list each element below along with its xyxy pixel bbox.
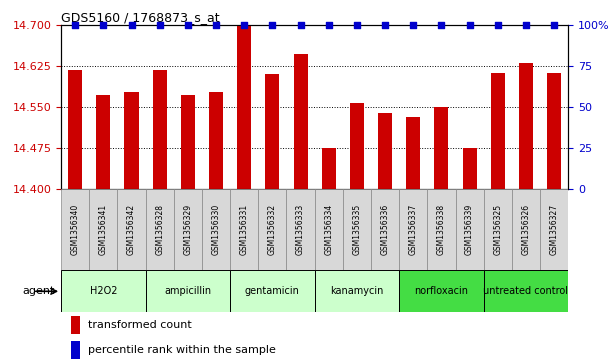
Bar [237, 25, 251, 189]
Bar [463, 148, 477, 189]
Point [436, 23, 446, 28]
Bar [315, 189, 343, 270]
Text: norfloxacin: norfloxacin [414, 286, 469, 296]
Text: GSM1356329: GSM1356329 [183, 204, 192, 255]
Bar [491, 73, 505, 189]
Point [98, 23, 108, 28]
Bar [71, 341, 81, 359]
Bar [350, 103, 364, 189]
Bar [230, 270, 315, 312]
Text: kanamycin: kanamycin [330, 286, 384, 296]
Point [211, 23, 221, 28]
Bar [97, 94, 111, 189]
Text: gentamicin: gentamicin [245, 286, 300, 296]
Text: GSM1356327: GSM1356327 [550, 204, 558, 255]
Text: GSM1356341: GSM1356341 [99, 204, 108, 255]
Text: GSM1356334: GSM1356334 [324, 204, 333, 255]
Point [408, 23, 418, 28]
Text: agent: agent [23, 286, 55, 296]
Bar [89, 189, 117, 270]
Bar [68, 69, 82, 189]
Bar [181, 94, 195, 189]
Bar [434, 107, 448, 189]
Bar [315, 270, 399, 312]
Text: GSM1356338: GSM1356338 [437, 204, 446, 255]
Text: GSM1356336: GSM1356336 [381, 204, 390, 255]
Text: GSM1356326: GSM1356326 [521, 204, 530, 255]
Bar [406, 117, 420, 189]
Text: H2O2: H2O2 [90, 286, 117, 296]
Bar [287, 189, 315, 270]
Point [380, 23, 390, 28]
Point [352, 23, 362, 28]
Bar [202, 189, 230, 270]
Text: transformed count: transformed count [88, 320, 192, 330]
Point [70, 23, 80, 28]
Text: GSM1356335: GSM1356335 [353, 204, 362, 255]
Bar [265, 74, 279, 189]
Bar [230, 189, 258, 270]
Point [268, 23, 277, 28]
Point [183, 23, 193, 28]
Text: ampicillin: ampicillin [164, 286, 211, 296]
Text: GSM1356340: GSM1356340 [71, 204, 79, 255]
Text: GSM1356339: GSM1356339 [465, 204, 474, 255]
Bar [71, 316, 81, 334]
Bar [61, 270, 145, 312]
Bar [293, 54, 307, 189]
Point [155, 23, 164, 28]
Point [126, 23, 136, 28]
Bar [117, 189, 145, 270]
Bar [145, 270, 230, 312]
Bar [153, 69, 167, 189]
Bar [540, 189, 568, 270]
Bar [547, 73, 561, 189]
Bar [258, 189, 287, 270]
Text: GSM1356342: GSM1356342 [127, 204, 136, 255]
Bar [174, 189, 202, 270]
Bar [209, 92, 223, 189]
Text: GSM1356332: GSM1356332 [268, 204, 277, 255]
Text: percentile rank within the sample: percentile rank within the sample [88, 345, 276, 355]
Text: GSM1356328: GSM1356328 [155, 204, 164, 255]
Bar [145, 189, 174, 270]
Bar [343, 189, 371, 270]
Bar [399, 189, 427, 270]
Bar [484, 189, 512, 270]
Bar [456, 189, 484, 270]
Bar [61, 189, 89, 270]
Bar [371, 189, 399, 270]
Text: GSM1356331: GSM1356331 [240, 204, 249, 255]
Point [493, 23, 503, 28]
Text: GSM1356325: GSM1356325 [493, 204, 502, 255]
Point [324, 23, 334, 28]
Bar [427, 189, 456, 270]
Bar [378, 113, 392, 189]
Text: GSM1356330: GSM1356330 [211, 204, 221, 255]
Text: GDS5160 / 1768873_s_at: GDS5160 / 1768873_s_at [61, 11, 220, 24]
Bar [125, 92, 139, 189]
Text: GSM1356337: GSM1356337 [409, 204, 418, 255]
Point [465, 23, 475, 28]
Bar [399, 270, 484, 312]
Bar [519, 63, 533, 189]
Point [521, 23, 531, 28]
Text: GSM1356333: GSM1356333 [296, 204, 305, 255]
Point [240, 23, 249, 28]
Bar [484, 270, 568, 312]
Point [549, 23, 559, 28]
Point [296, 23, 306, 28]
Text: untreated control: untreated control [483, 286, 568, 296]
Bar [322, 148, 336, 189]
Bar [512, 189, 540, 270]
